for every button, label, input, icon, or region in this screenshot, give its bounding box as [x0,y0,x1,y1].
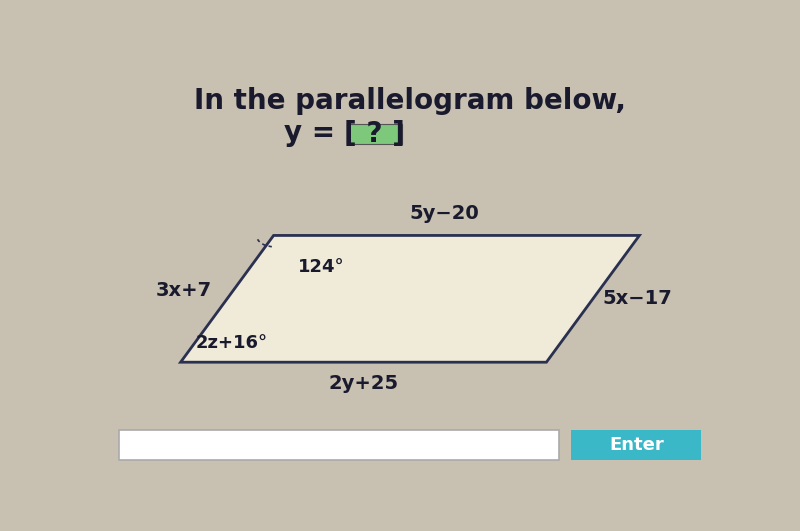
FancyBboxPatch shape [571,430,702,460]
FancyBboxPatch shape [118,430,558,460]
Text: y =: y = [285,119,336,147]
Text: 5x−17: 5x−17 [602,289,672,309]
Text: 2y+25: 2y+25 [329,374,398,393]
Polygon shape [181,235,639,362]
Text: 124°: 124° [298,258,345,276]
Text: 3x+7: 3x+7 [155,281,211,300]
Text: 5y−20: 5y−20 [410,204,479,223]
Text: Enter: Enter [609,436,664,454]
FancyBboxPatch shape [346,124,402,144]
Text: 2z+16°: 2z+16° [196,334,268,352]
Text: In the parallelogram below,: In the parallelogram below, [194,87,626,115]
Text: [ ? ]: [ ? ] [344,120,405,148]
